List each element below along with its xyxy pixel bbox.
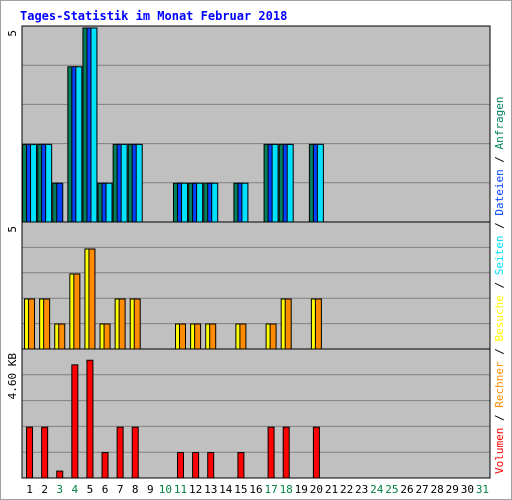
legend-separator: / xyxy=(493,275,506,295)
bar-volumen-day-6 xyxy=(101,452,109,479)
bar-volumen-day-2 xyxy=(41,426,49,479)
x-tick-label-day-21: 21 xyxy=(325,483,338,496)
bar-rechner-day-2 xyxy=(43,298,51,350)
x-tick-label-day-14: 14 xyxy=(219,483,233,496)
x-tick-label-day-13: 13 xyxy=(204,483,217,496)
x-tick-label-day-26: 26 xyxy=(400,483,413,496)
bar-seiten-day-7 xyxy=(120,143,128,223)
bar-volumen-day-7 xyxy=(116,426,124,479)
legend-separator: / xyxy=(493,408,506,428)
y-axis-max-label: 5 xyxy=(6,226,19,233)
bar-volumen-day-3 xyxy=(56,470,64,479)
x-tick-label-day-25: 25 xyxy=(385,483,398,496)
legend-item-volumen: Volumen xyxy=(493,428,506,474)
bar-seiten-day-4 xyxy=(75,66,83,223)
legend-item-dateien: Dateien xyxy=(493,169,506,215)
bar-seiten-day-17 xyxy=(271,143,279,223)
bar-rechner-day-3 xyxy=(58,323,66,350)
x-tick-label-day-28: 28 xyxy=(431,483,444,496)
bar-seiten-day-1 xyxy=(30,143,38,223)
x-tick-label-day-7: 7 xyxy=(117,483,124,496)
bar-rechner-day-1 xyxy=(28,298,36,350)
bar-volumen-day-15 xyxy=(237,452,245,479)
bar-seiten-day-18 xyxy=(286,143,294,223)
bar-rechner-day-7 xyxy=(118,298,126,350)
bar-volumen-day-4 xyxy=(71,364,79,479)
bar-rechner-day-13 xyxy=(209,323,217,350)
chart-layer: 554.60 KB1 2 3 4 5 6 7 8 9 10 11 12 13 14 15 16 17 18 19 20… xyxy=(6,25,506,496)
bar-seiten-day-12 xyxy=(196,182,204,223)
x-tick-label-day-17: 17 xyxy=(264,483,277,496)
x-tick-label-day-29: 29 xyxy=(446,483,459,496)
x-tick-label-day-19: 19 xyxy=(295,483,308,496)
bar-rechner-day-4 xyxy=(73,273,81,350)
bar-seiten-day-5 xyxy=(90,27,98,223)
y-axis-max-label: 5 xyxy=(6,30,19,37)
legend-item-besuche: Besuche xyxy=(493,295,506,341)
bar-volumen-day-8 xyxy=(131,426,139,479)
legend-item-seiten: Seiten xyxy=(493,236,506,276)
x-tick-label-day-2: 2 xyxy=(41,483,48,496)
x-tick-label-day-18: 18 xyxy=(280,483,293,496)
bar-seiten-day-15 xyxy=(241,182,249,223)
legend-separator: / xyxy=(493,149,506,169)
bar-seiten-day-6 xyxy=(105,182,113,223)
bar-rechner-day-5 xyxy=(88,248,96,350)
legend-separator: / xyxy=(493,342,506,362)
x-tick-label-day-1: 1 xyxy=(26,483,33,496)
bar-rechner-day-20 xyxy=(314,298,322,350)
bar-volumen-day-20 xyxy=(312,426,320,479)
x-tick-label-day-4: 4 xyxy=(72,483,79,496)
x-tick-label-day-31: 31 xyxy=(476,483,489,496)
x-tick-label-day-20: 20 xyxy=(310,483,323,496)
legend-item-anfragen: Anfragen xyxy=(493,96,506,149)
x-tick-label-day-5: 5 xyxy=(87,483,94,496)
x-tick-label-day-23: 23 xyxy=(355,483,368,496)
bar-rechner-day-8 xyxy=(133,298,141,350)
bar-rechner-day-12 xyxy=(194,323,202,350)
bar-volumen-day-1 xyxy=(26,426,34,479)
bar-volumen-day-5 xyxy=(86,359,94,479)
bar-seiten-day-13 xyxy=(211,182,219,223)
bar-seiten-day-2 xyxy=(45,143,53,223)
x-tick-label-day-12: 12 xyxy=(189,483,202,496)
x-tick-label-day-15: 15 xyxy=(234,483,247,496)
bar-seiten-day-8 xyxy=(135,143,143,223)
bar-rechner-day-17 xyxy=(269,323,277,350)
x-tick-label-day-9: 9 xyxy=(147,483,154,496)
legend-item-rechner: Rechner xyxy=(493,361,506,408)
y-axis-max-label: 4.60 KB xyxy=(6,353,19,400)
x-tick-label-day-6: 6 xyxy=(102,483,109,496)
bar-rechner-day-11 xyxy=(179,323,187,350)
x-tick-label-day-16: 16 xyxy=(249,483,262,496)
x-tick-label-day-11: 11 xyxy=(174,483,187,496)
x-tick-label-day-27: 27 xyxy=(415,483,428,496)
legend: Volumen / Rechner / Besuche / Seiten / D… xyxy=(493,96,506,474)
bar-volumen-day-11 xyxy=(177,452,185,479)
bar-rechner-day-6 xyxy=(103,323,111,350)
legend-separator: / xyxy=(493,216,506,236)
x-tick-label-day-24: 24 xyxy=(370,483,384,496)
chart-title: Tages-Statistik im Monat Februar 2018 xyxy=(20,9,287,23)
plot-area xyxy=(22,26,490,478)
plot-border xyxy=(21,25,491,479)
bar-dateien-day-3 xyxy=(56,182,64,223)
x-tick-label-day-22: 22 xyxy=(340,483,353,496)
bar-rechner-day-18 xyxy=(284,298,292,350)
x-tick-label-day-8: 8 xyxy=(132,483,139,496)
bar-volumen-day-17 xyxy=(267,426,275,479)
bar-volumen-day-12 xyxy=(192,452,200,479)
x-tick-label-day-3: 3 xyxy=(56,483,63,496)
bar-seiten-day-11 xyxy=(181,182,189,223)
bar-seiten-day-20 xyxy=(316,143,324,223)
x-tick-label-day-30: 30 xyxy=(461,483,474,496)
x-tick-label-day-10: 10 xyxy=(159,483,172,496)
bar-volumen-day-13 xyxy=(207,452,215,479)
bar-rechner-day-15 xyxy=(239,323,247,350)
bar-volumen-day-18 xyxy=(282,426,290,479)
